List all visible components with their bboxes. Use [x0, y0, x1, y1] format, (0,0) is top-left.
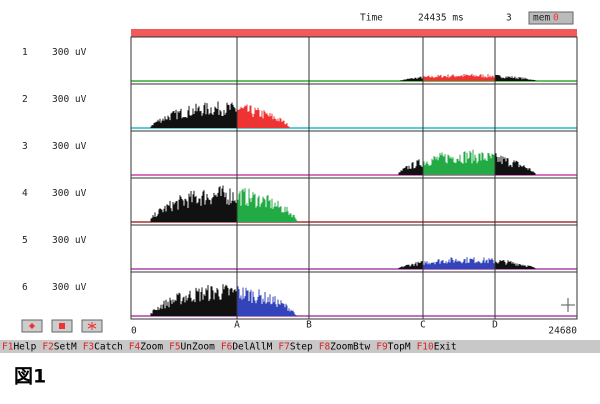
star-icon [87, 322, 97, 330]
burst [150, 185, 237, 222]
function-key[interactable]: F7 [278, 342, 289, 353]
function-key[interactable]: F8 [319, 342, 331, 353]
burst [150, 101, 237, 128]
function-label[interactable]: SetM [54, 342, 77, 353]
function-label[interactable]: Exit [434, 342, 457, 353]
function-label[interactable]: Catch [94, 342, 123, 353]
top-bar [131, 29, 577, 37]
waveforms [131, 73, 577, 317]
channel-number: 6 [22, 282, 28, 293]
axis-d: D [492, 320, 498, 331]
channel-gain: 300 uV [52, 235, 87, 246]
square-icon [59, 323, 65, 329]
marker: 3 [506, 13, 512, 24]
function-key[interactable]: F4 [129, 342, 141, 353]
time-value: 24435 ms [418, 13, 464, 24]
channel-number: 3 [22, 141, 28, 152]
function-keys: F1 Help F2 SetM F3 Catch F4 Zoom F5 UnZoom F6 DelAl… [2, 342, 457, 353]
burst [150, 284, 237, 316]
function-key[interactable]: F6 [221, 342, 233, 353]
function-label[interactable]: UnZoom [181, 342, 216, 353]
burst [398, 153, 536, 175]
channel-number: 1 [22, 47, 28, 58]
caption: 図1 [14, 366, 46, 388]
function-label[interactable]: Help [13, 342, 36, 353]
channel-number: 4 [22, 188, 28, 199]
function-key[interactable]: F3 [83, 342, 94, 353]
rows: 1 300 uV 2 300 uV 3 300 uV 4 300 uV 5 300 uV 6 300 … [22, 47, 577, 293]
function-key[interactable]: F2 [42, 342, 53, 353]
mem-value: 0 [553, 13, 559, 24]
function-label[interactable]: TopM [388, 342, 411, 353]
function-key[interactable]: F10 [417, 342, 434, 353]
axis-c: C [420, 320, 426, 331]
function-label[interactable]: ZoomBtw [330, 342, 370, 353]
mem-label: mem [533, 13, 550, 24]
channel-gain: 300 uV [52, 282, 87, 293]
diamond-icon [29, 323, 35, 329]
time-label: Time [360, 13, 383, 24]
axis-b: B [306, 320, 312, 331]
function-key[interactable]: F5 [169, 342, 180, 353]
channel-number: 5 [22, 235, 28, 246]
burst [398, 260, 536, 269]
channel-gain: 300 uV [52, 94, 87, 105]
function-label[interactable]: Step [290, 342, 313, 353]
crosshair [561, 298, 575, 312]
channel-gain: 300 uV [52, 188, 87, 199]
channel-gain: 300 uV [52, 47, 87, 58]
channel-number: 2 [22, 94, 28, 105]
axis-end: 24680 [548, 326, 577, 337]
function-label[interactable]: Zoom [140, 342, 163, 353]
function-key[interactable]: F1 [2, 342, 14, 353]
function-key[interactable]: F9 [376, 342, 388, 353]
axis-start: 0 [131, 326, 137, 337]
channel-gain: 300 uV [52, 141, 87, 152]
mem-box [528, 11, 574, 25]
function-label[interactable]: DelAllM [232, 342, 272, 353]
axis-a: A [234, 320, 240, 331]
buttons[interactable] [21, 319, 103, 333]
function-bar [0, 340, 600, 353]
